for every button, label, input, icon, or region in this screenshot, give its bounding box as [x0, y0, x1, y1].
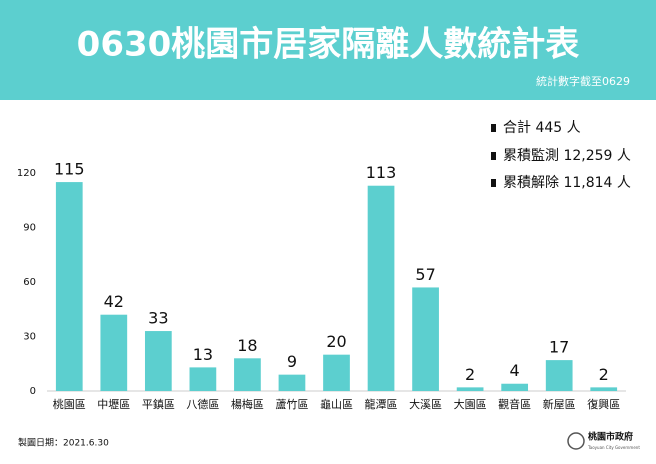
x-tick-label: 桃園區	[53, 397, 86, 411]
x-tick-label: 楊梅區	[231, 397, 264, 411]
bar	[100, 314, 128, 391]
annotation: 合計 445 人	[503, 120, 581, 136]
x-tick-label: 龜山區	[320, 398, 353, 411]
bar	[189, 367, 217, 391]
data-label: 115	[54, 160, 85, 179]
bar	[545, 360, 573, 391]
x-tick-label: 新屋區	[543, 397, 576, 411]
x-tick-label: 觀音區	[498, 397, 531, 411]
bar	[144, 331, 172, 391]
bullet	[491, 124, 496, 132]
x-tick-label: 復興區	[587, 398, 620, 411]
annotation: 累積監測 12,259 人	[503, 147, 631, 164]
note: 製圖日期：2021.6.30	[18, 437, 109, 449]
data-label: 20	[326, 332, 346, 351]
y-tick-label: 30	[23, 332, 36, 343]
data-label: 33	[148, 309, 168, 328]
chart-title: 0630桃園市居家隔離人數統計表	[77, 25, 580, 65]
y-tick-label: 120	[17, 168, 36, 179]
annotation: 累積解除 11,814 人	[503, 175, 631, 191]
logo-icon	[567, 432, 585, 450]
bar	[412, 287, 439, 391]
bullet	[491, 152, 496, 160]
bar	[278, 374, 306, 391]
bar	[367, 185, 395, 391]
x-tick-label: 蘆竹區	[275, 397, 308, 411]
data-label: 13	[193, 345, 213, 364]
x-tick-label: 中壢區	[97, 397, 130, 411]
x-tick-label: 大溪區	[409, 397, 442, 411]
data-label: 17	[549, 338, 569, 357]
subtitle: 統計數字截至0629	[536, 74, 630, 88]
data-label: 18	[237, 336, 257, 355]
x-tick-label: 龍潭區	[365, 397, 398, 411]
bar	[456, 387, 484, 391]
y-tick-label: 0	[30, 386, 36, 397]
bar	[323, 354, 350, 391]
data-label: 113	[366, 163, 397, 182]
y-tick-label: 90	[23, 223, 36, 234]
logo-text: 桃園市政府	[588, 431, 633, 443]
bar	[55, 182, 83, 391]
bullet	[491, 179, 496, 187]
x-tick-label: 八德區	[186, 397, 219, 411]
data-label: 2	[599, 365, 609, 384]
x-tick-label: 平鎮區	[142, 397, 175, 411]
logo-subtext: Taoyuan City Government	[587, 445, 640, 450]
data-label: 4	[510, 361, 520, 380]
data-label: 2	[465, 365, 475, 384]
y-tick-label: 60	[23, 277, 36, 288]
data-label: 9	[287, 352, 297, 371]
banner	[0, 0, 656, 100]
data-label: 57	[415, 265, 435, 284]
data-label: 42	[104, 292, 124, 311]
bar	[501, 383, 529, 391]
bar	[234, 358, 261, 391]
bar	[590, 387, 618, 391]
x-tick-label: 大園區	[454, 397, 487, 411]
